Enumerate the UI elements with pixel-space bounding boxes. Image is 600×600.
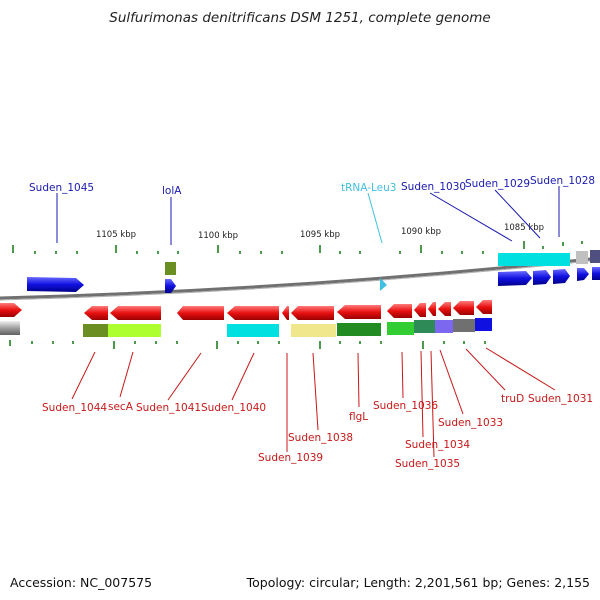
label-trud: truD [501, 393, 524, 405]
reverse-feature-cyan [227, 324, 279, 337]
reverse-strand-genes [0, 300, 492, 337]
reverse-feature-limegreen [387, 322, 414, 335]
label-suden-1029: Suden_1029 [465, 178, 530, 190]
gene-trna-leu3[interactable] [380, 278, 387, 291]
label-suden-1035: Suden_1035 [395, 458, 460, 470]
scale-label-1100: 1100 kbp [198, 231, 238, 241]
gene-suden-1036[interactable] [387, 304, 412, 318]
gene-trud[interactable] [453, 301, 474, 315]
reverse-feature-grey [0, 321, 20, 335]
reverse-feature-blue [475, 318, 492, 331]
top-leader-lines [56, 186, 560, 245]
gene-reverse-edge[interactable] [0, 303, 22, 317]
gene-suden-1033[interactable] [438, 302, 451, 316]
label-suden-1030: Suden_1030 [401, 181, 466, 193]
label-suden-1031: Suden_1031 [528, 393, 593, 405]
bottom-tick-row [9, 340, 486, 349]
gene-lola[interactable] [165, 279, 176, 293]
label-flgl: flgL [349, 411, 368, 423]
gene-flgl[interactable] [337, 305, 381, 319]
genome-backbone [0, 256, 600, 300]
label-suden-1028: Suden_1028 [530, 175, 595, 187]
gene-suden-1030[interactable] [498, 271, 532, 286]
forward-strand-genes [27, 250, 600, 293]
reverse-feature-seagreen [414, 320, 435, 333]
bottom-leader-lines [71, 347, 556, 458]
gene-suden-1038[interactable] [291, 306, 334, 320]
reverse-feature-olive [83, 324, 108, 337]
label-lola: lolA [162, 185, 182, 197]
gene-suden-1044[interactable] [84, 306, 108, 320]
lola-feature-block [165, 262, 176, 275]
accession-text: Accession: NC_007575 [10, 575, 153, 590]
gene-suden-1031[interactable] [476, 300, 492, 314]
scale-label-1095: 1095 kbp [300, 230, 340, 240]
label-suden-1044: Suden_1044 [42, 402, 107, 414]
label-suden-1036: Suden_1036 [373, 400, 438, 412]
label-suden-1039: Suden_1039 [258, 452, 323, 464]
gene-suden-1029[interactable] [533, 270, 551, 285]
scale-label-1085: 1085 kbp [504, 223, 544, 233]
forward-feature-cyan [498, 253, 570, 266]
gene-forward-edge-2[interactable] [592, 267, 600, 280]
reverse-feature-slateblue [435, 320, 453, 333]
gene-suden-1034[interactable] [428, 302, 436, 316]
gene-suden-1039[interactable] [282, 306, 289, 320]
label-suden-1038: Suden_1038 [288, 432, 353, 444]
reverse-feature-green [337, 323, 381, 336]
label-trna-leu3: tRNA-Leu3 [341, 182, 396, 194]
gene-suden-1035[interactable] [414, 303, 426, 317]
label-suden-1045: Suden_1045 [29, 182, 94, 194]
gene-suden-1028[interactable] [553, 269, 570, 284]
label-suden-1041: Suden_1041 [136, 402, 201, 414]
reverse-feature-lime [108, 324, 161, 337]
label-suden-1034: Suden_1034 [405, 439, 470, 451]
map-title: Sulfurimonas denitrificans DSM 1251, com… [109, 10, 491, 26]
gene-forward-edge-1[interactable] [577, 268, 589, 281]
scale-label-1105: 1105 kbp [96, 230, 136, 240]
gene-suden-1040[interactable] [227, 306, 279, 320]
top-tick-row [12, 241, 583, 254]
label-suden-1040: Suden_1040 [201, 402, 266, 414]
forward-feature-grey [576, 251, 588, 264]
gene-suden-1041[interactable] [177, 306, 224, 320]
reverse-feature-khaki [291, 324, 336, 337]
gene-seca[interactable] [110, 306, 161, 320]
reverse-feature-darkgrey [453, 319, 475, 332]
forward-feature-navy [590, 250, 600, 263]
genome-summary-text: Topology: circular; Length: 2,201,561 bp… [246, 575, 590, 590]
gene-suden-1045[interactable] [27, 277, 84, 292]
genome-backbone-highlight [0, 259, 600, 301]
label-seca: secA [108, 401, 134, 413]
label-suden-1033: Suden_1033 [438, 417, 503, 429]
scale-label-1090: 1090 kbp [401, 227, 441, 237]
